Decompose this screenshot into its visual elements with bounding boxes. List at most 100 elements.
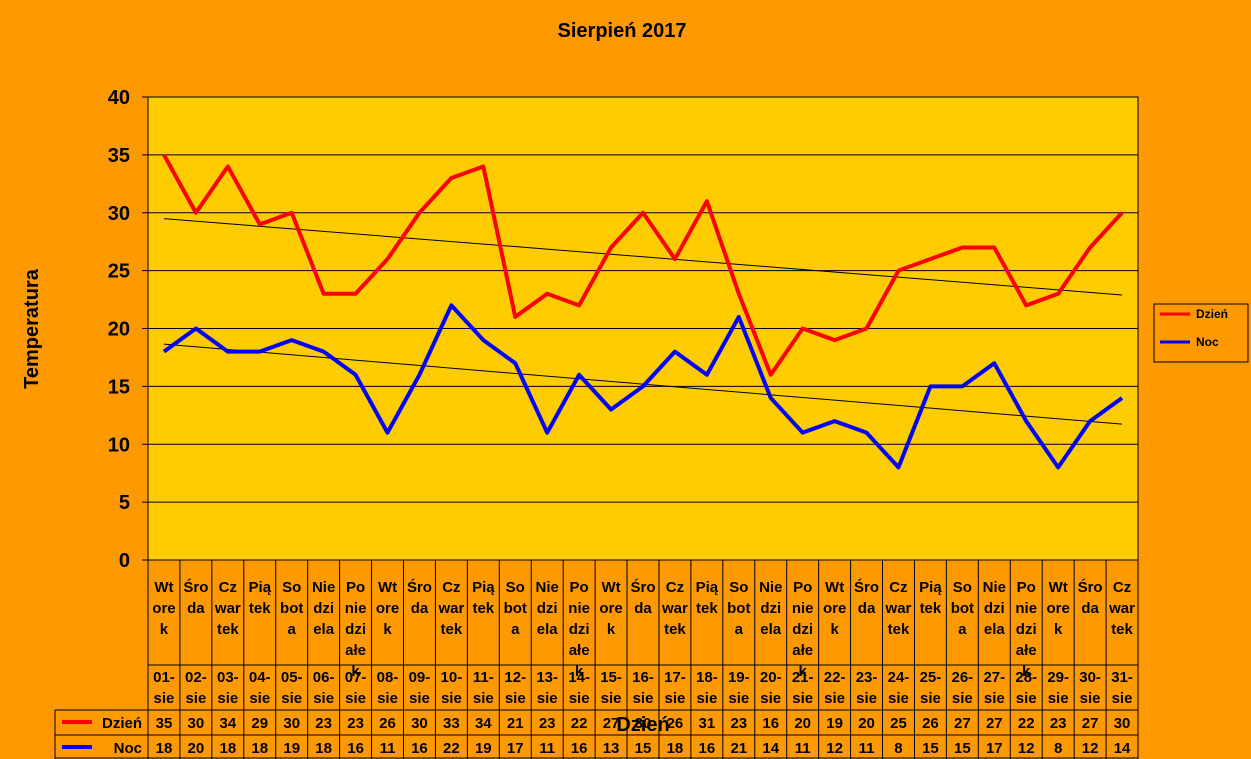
- data-label: 20: [794, 715, 811, 732]
- table-series-label: Dzień: [102, 715, 142, 732]
- x-tick-date: 21-: [792, 669, 814, 686]
- x-tick-weekday: a: [735, 621, 744, 638]
- x-tick-date: sie: [601, 690, 622, 707]
- x-tick-weekday: tek: [441, 621, 463, 638]
- x-tick-weekday: So: [282, 579, 301, 596]
- x-tick-date: 30-: [1079, 669, 1101, 686]
- y-tick-label: 40: [108, 87, 130, 109]
- data-label: 16: [762, 715, 779, 732]
- data-label: 30: [1114, 715, 1131, 732]
- x-tick-weekday: Po: [346, 579, 365, 596]
- data-label: 27: [603, 715, 620, 732]
- x-tick-date: sie: [505, 690, 526, 707]
- x-tick-weekday: Pią: [696, 579, 719, 596]
- x-tick-date: 24-: [888, 669, 910, 686]
- data-label: 26: [379, 715, 396, 732]
- x-tick-date: sie: [377, 690, 398, 707]
- data-label: 23: [1050, 715, 1067, 732]
- x-tick-date: 07-: [345, 669, 367, 686]
- data-label: 17: [507, 740, 524, 757]
- x-tick-date: sie: [760, 690, 781, 707]
- x-tick-weekday: ałe: [792, 642, 813, 659]
- data-label: 27: [986, 715, 1003, 732]
- x-axis-label: Dzień: [616, 714, 669, 736]
- data-label: 15: [635, 740, 652, 757]
- data-label: 12: [1018, 740, 1035, 757]
- data-label: 22: [1018, 715, 1035, 732]
- x-tick-date: sie: [888, 690, 909, 707]
- x-tick-weekday: ałe: [345, 642, 366, 659]
- data-label: 29: [251, 715, 268, 732]
- x-tick-weekday: Po: [1017, 579, 1036, 596]
- x-tick-weekday: Śro: [854, 578, 879, 596]
- data-label: 16: [571, 740, 588, 757]
- x-tick-date: 05-: [281, 669, 303, 686]
- trend-line: [163, 218, 1123, 296]
- legend-label: Dzień: [1196, 307, 1228, 321]
- x-tick-weekday: ela: [313, 621, 335, 638]
- x-tick-date: 10-: [441, 669, 463, 686]
- x-tick-weekday: tek: [472, 600, 494, 617]
- data-label: 18: [251, 740, 268, 757]
- x-tick-weekday: tek: [920, 600, 942, 617]
- y-tick-label: 20: [108, 319, 130, 341]
- x-tick-weekday: war: [661, 600, 688, 617]
- x-tick-weekday: a: [958, 621, 967, 638]
- x-tick-weekday: ore: [1046, 600, 1069, 617]
- x-tick-weekday: dzi: [569, 621, 590, 638]
- x-tick-weekday: ore: [376, 600, 399, 617]
- x-tick-weekday: da: [187, 600, 205, 617]
- x-tick-weekday: ela: [537, 621, 559, 638]
- data-label: 12: [826, 740, 843, 757]
- x-tick-weekday: nie: [568, 600, 590, 617]
- x-tick-weekday: war: [437, 600, 464, 617]
- x-tick-weekday: dzi: [345, 621, 366, 638]
- x-tick-weekday: dzi: [313, 600, 334, 617]
- series-line: [162, 303, 1124, 470]
- legend-label: Noc: [1196, 335, 1219, 349]
- x-tick-date: sie: [185, 690, 206, 707]
- data-label: 22: [443, 740, 460, 757]
- x-tick-weekday: da: [1081, 600, 1099, 617]
- data-label: 11: [380, 740, 396, 757]
- data-label: 25: [890, 715, 907, 732]
- data-label: 20: [858, 715, 875, 732]
- x-tick-weekday: Pią: [472, 579, 495, 596]
- y-tick-label: 5: [119, 492, 130, 514]
- x-tick-weekday: da: [411, 600, 429, 617]
- x-tick-weekday: war: [1108, 600, 1135, 617]
- x-tick-weekday: Wt: [825, 579, 844, 596]
- x-tick-weekday: dzi: [760, 600, 781, 617]
- x-tick-weekday: dzi: [792, 621, 813, 638]
- data-label: 22: [571, 715, 588, 732]
- x-tick-date: 25-: [920, 669, 942, 686]
- data-label: 12: [1082, 740, 1099, 757]
- x-tick-weekday: nie: [792, 600, 814, 617]
- data-label: 23: [315, 715, 332, 732]
- data-label: 16: [347, 740, 364, 757]
- x-tick-weekday: k: [607, 621, 616, 638]
- data-label: 26: [667, 715, 684, 732]
- x-tick-date: sie: [792, 690, 813, 707]
- x-tick-weekday: Śro: [1078, 578, 1103, 596]
- x-tick-weekday: Nie: [983, 579, 1006, 596]
- data-label: 35: [156, 715, 173, 732]
- x-tick-weekday: So: [729, 579, 748, 596]
- x-tick-date: 27-: [983, 669, 1005, 686]
- x-tick-date: sie: [409, 690, 430, 707]
- data-label: 18: [667, 740, 684, 757]
- x-tick-date: 09-: [409, 669, 431, 686]
- x-tick-date: sie: [537, 690, 558, 707]
- data-label: 16: [699, 740, 716, 757]
- data-label: 11: [859, 740, 875, 757]
- data-label: 18: [219, 740, 236, 757]
- x-tick-date: sie: [217, 690, 238, 707]
- x-tick-weekday: k: [351, 663, 360, 680]
- x-tick-weekday: bot: [280, 600, 303, 617]
- x-tick-weekday: war: [214, 600, 241, 617]
- x-tick-date: sie: [728, 690, 749, 707]
- data-label: 18: [315, 740, 332, 757]
- data-label: 20: [188, 740, 205, 757]
- x-tick-weekday: ore: [599, 600, 622, 617]
